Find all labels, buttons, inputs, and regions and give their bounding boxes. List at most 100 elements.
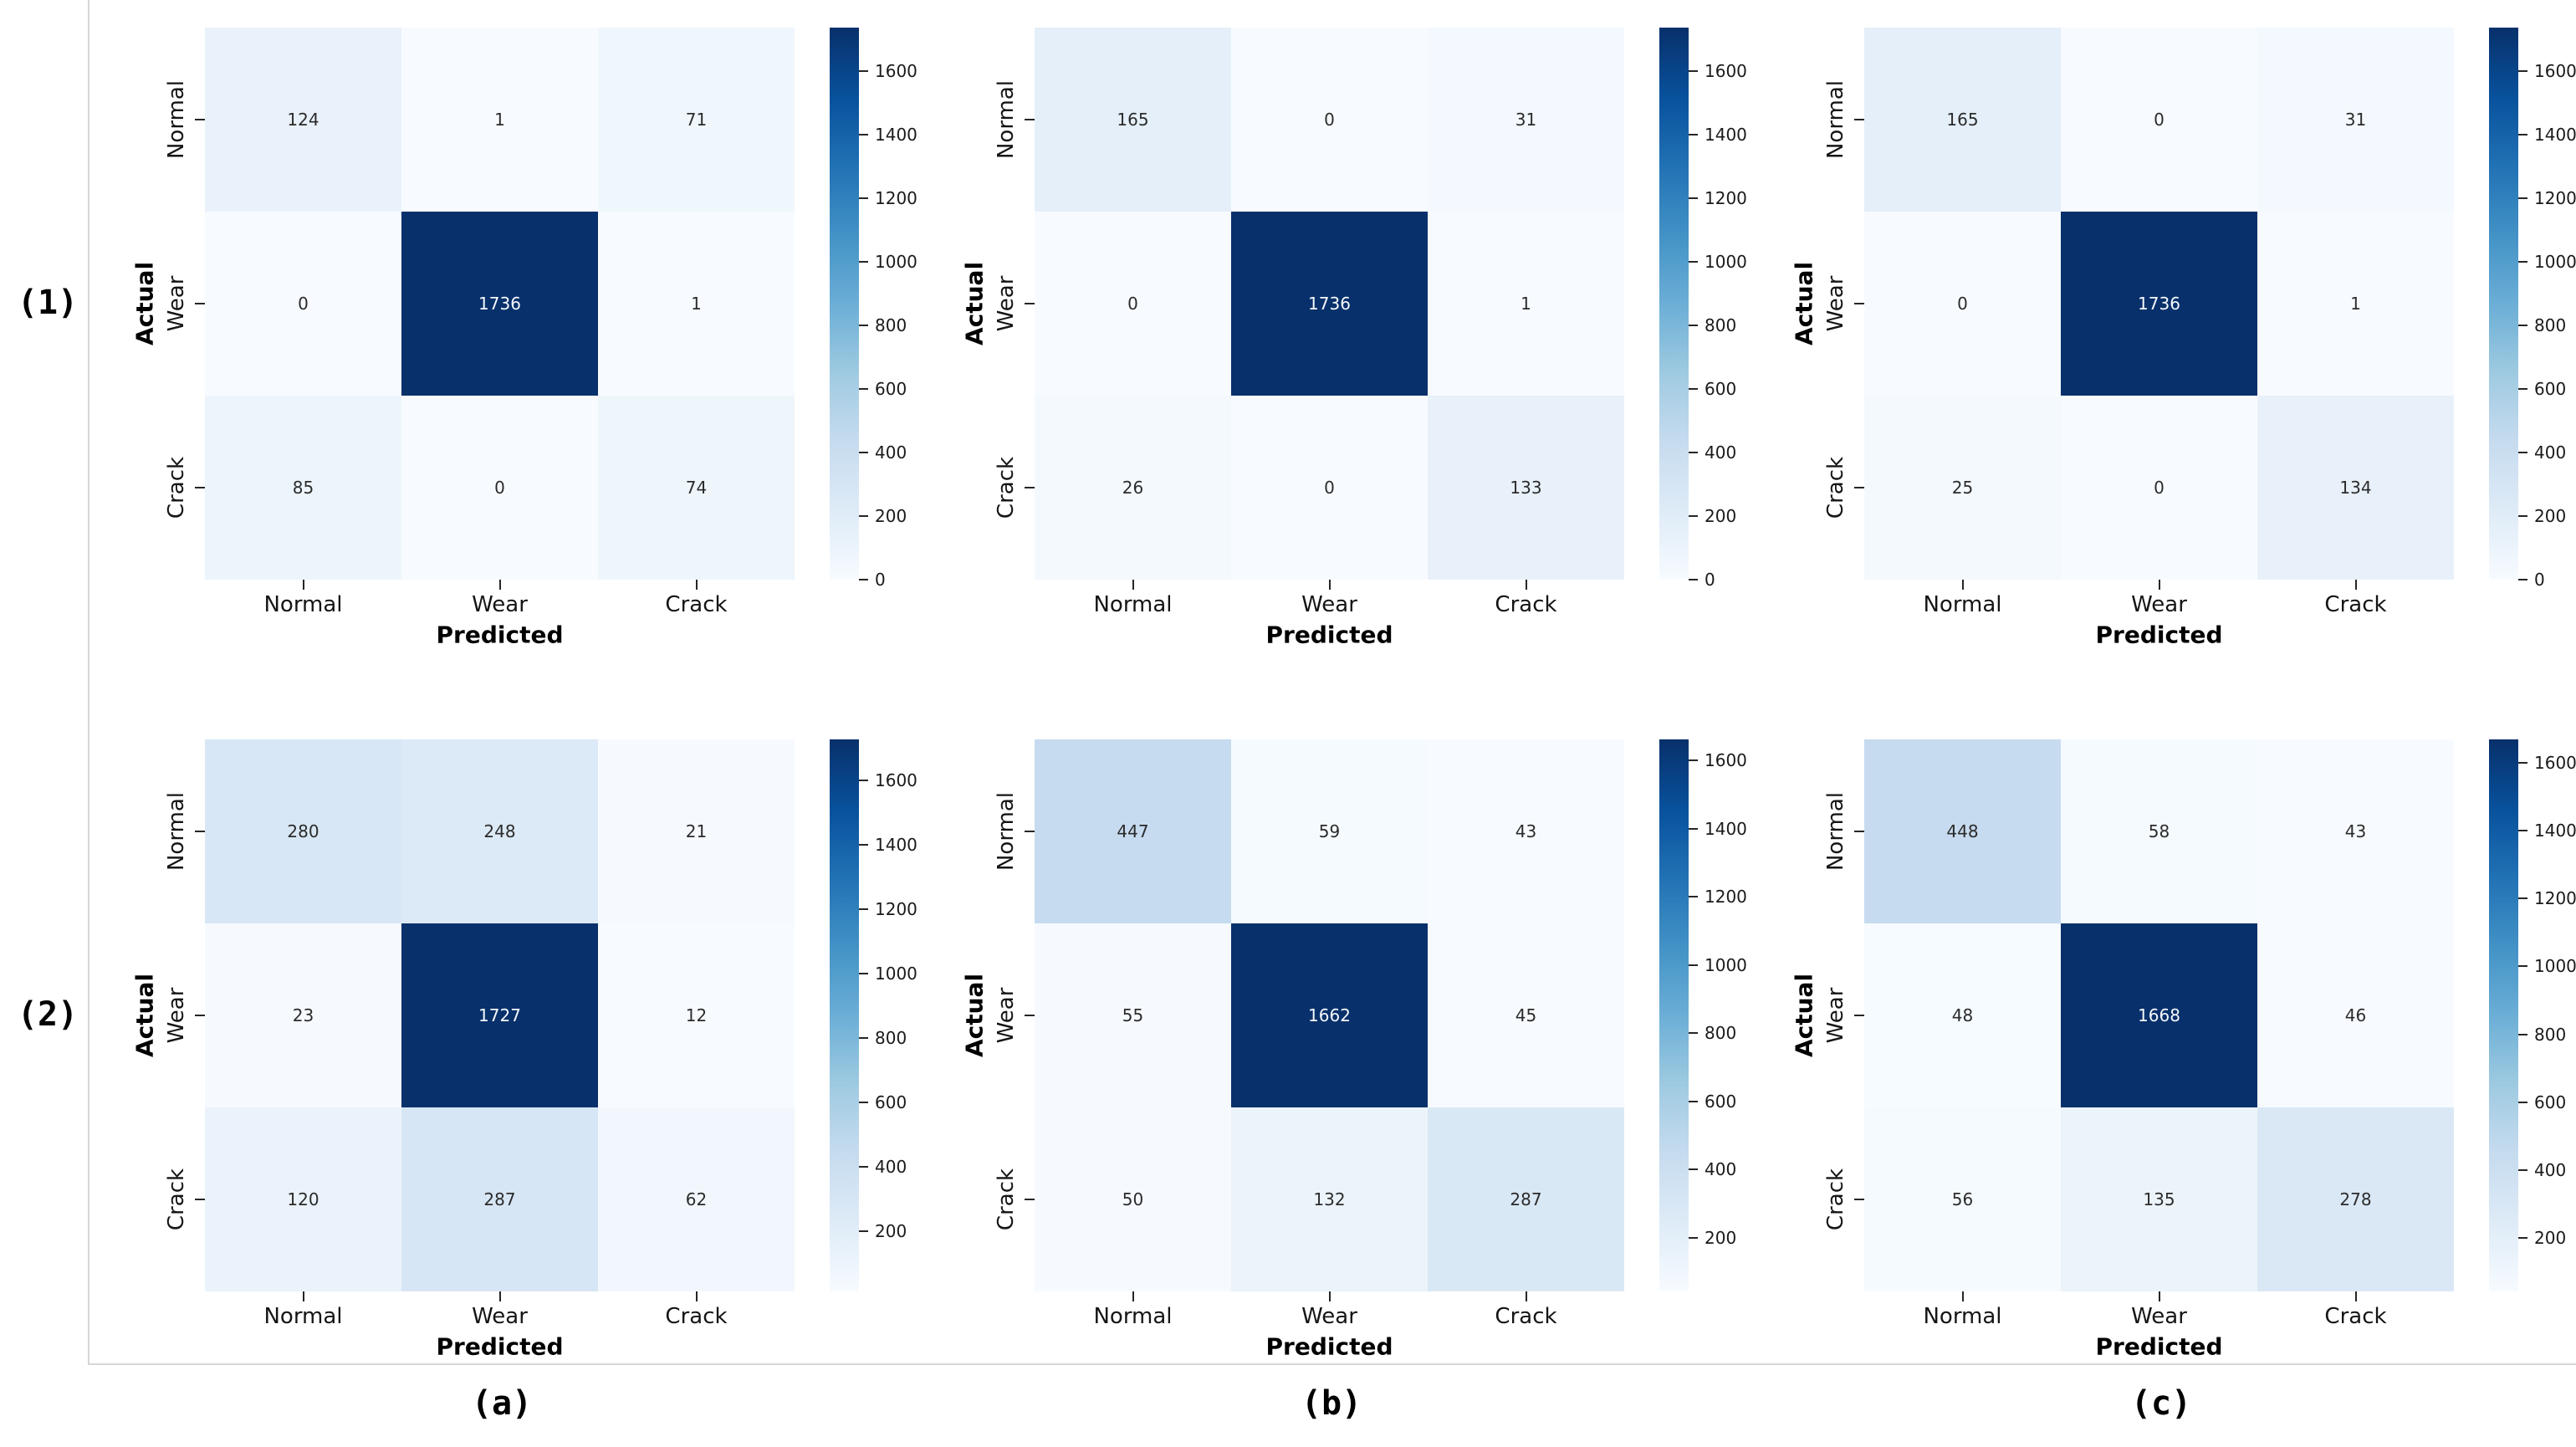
heatmap-cell-value: 50	[1122, 1189, 1144, 1209]
heatmap-cell: 1736	[1231, 212, 1428, 396]
colorbar-tickmark	[2518, 387, 2527, 390]
heatmap-cell-value: 165	[1946, 110, 1979, 130]
heatmap-cell: 85	[205, 396, 401, 580]
colorbar-tickmark	[2518, 260, 2527, 263]
heatmap-cell: 0	[1864, 212, 2061, 396]
x-axis-label: Predicted	[436, 621, 564, 649]
colorbar-tickmark	[1689, 759, 1698, 762]
heatmap-cell-value: 280	[287, 821, 319, 841]
heatmap-cell-value: 0	[1324, 110, 1335, 130]
y-axis-tickmark	[1025, 1199, 1035, 1200]
heatmap-cell-value: 46	[2344, 1005, 2367, 1025]
y-tick-label-crack: Crack	[994, 1168, 1019, 1231]
heatmap-cell: 1736	[2061, 212, 2257, 396]
colorbar-tickmark	[1689, 197, 1698, 199]
y-tick-label-crack: Crack	[994, 456, 1019, 519]
x-axis-tickmark	[2158, 580, 2160, 590]
x-tick-label-normal: Normal	[1923, 1304, 2002, 1329]
heatmap-cell: 132	[1231, 1107, 1428, 1291]
colorbar-tickmark	[2518, 1033, 2527, 1035]
y-axis-tickmark	[1025, 303, 1035, 304]
heatmap-cell-value: 165	[1117, 110, 1149, 130]
y-axis-tickmark	[195, 487, 205, 488]
heatmap-cell: 1662	[1231, 923, 1428, 1107]
heatmap-cell: 50	[1035, 1107, 1231, 1291]
colorbar-tickmark	[859, 908, 868, 910]
x-axis-tickmark	[302, 1291, 304, 1301]
col-label-c: (c)	[2130, 1384, 2192, 1423]
col-label-a: (a)	[471, 1384, 533, 1423]
x-axis-tickmark	[695, 580, 698, 590]
heatmap-cell-value: 134	[2339, 478, 2372, 498]
x-tick-label-wear: Wear	[2131, 1304, 2187, 1329]
heatmap-cell: 1	[1428, 212, 1624, 396]
colorbar-tick-label: 600	[2534, 378, 2567, 399]
heatmap-cell-value: 71	[685, 110, 708, 130]
colorbar	[1659, 739, 1689, 1291]
colorbar-tick-label: 400	[875, 1156, 907, 1177]
colorbar-tickmark	[1689, 514, 1698, 517]
x-axis-tickmark	[1525, 580, 1527, 590]
heatmap-cell: 48	[1864, 923, 2061, 1107]
heatmap-cell-value: 0	[1957, 294, 1968, 314]
x-axis-tickmark	[1328, 580, 1331, 590]
colorbar-tick-label: 200	[1705, 1227, 1737, 1248]
colorbar	[1659, 28, 1689, 580]
y-axis-tickmark	[1025, 487, 1035, 488]
colorbar-tick-label: 200	[1705, 505, 1737, 526]
x-axis-tickmark	[1328, 1291, 1331, 1301]
heatmap-cell: 135	[2061, 1107, 2257, 1291]
heatmap-cell: 448	[1864, 739, 2061, 923]
heatmap-cell-value: 85	[292, 478, 314, 498]
heatmap-cell: 0	[2061, 396, 2257, 580]
colorbar-tick-label: 1400	[875, 834, 917, 855]
y-tick-label-normal: Normal	[164, 79, 189, 160]
colorbar-tick-label: 1600	[1705, 750, 1747, 771]
colorbar-tickmark	[859, 1165, 868, 1168]
colorbar	[2489, 28, 2518, 580]
colorbar-tickmark	[2518, 514, 2527, 517]
heatmap-cell: 23	[205, 923, 401, 1107]
colorbar-tickmark	[859, 779, 868, 781]
heatmap-cell: 0	[205, 212, 401, 396]
colorbar-tickmark	[859, 972, 868, 974]
colorbar-tickmark	[2518, 451, 2527, 453]
colorbar-tick-label: 400	[1705, 442, 1737, 463]
col-label-b: (b)	[1301, 1384, 1362, 1423]
colorbar-tickmark	[2518, 965, 2527, 968]
colorbar-tickmark	[2518, 579, 2527, 580]
heatmap-cell: 43	[1428, 739, 1624, 923]
colorbar-tickmark	[1689, 1168, 1698, 1171]
colorbar-tickmark	[2518, 197, 2527, 199]
y-axis-label: Actual	[1790, 973, 1818, 1058]
heatmap-cell: 46	[2257, 923, 2454, 1107]
colorbar-tick-label: 1000	[2534, 956, 2576, 977]
heatmap-cell: 31	[2257, 28, 2454, 212]
colorbar-tick-label: 1200	[875, 187, 917, 208]
colorbar-tickmark	[859, 579, 868, 580]
heatmap-cell-value: 43	[2344, 821, 2367, 841]
y-tick-label-normal: Normal	[1823, 791, 1848, 872]
heatmap-cell: 280	[205, 739, 401, 923]
colorbar-tickmark	[1689, 1100, 1698, 1102]
colorbar-tick-label: 800	[875, 1027, 907, 1048]
x-tick-label-crack: Crack	[665, 592, 728, 617]
heatmap-cell-value: 55	[1122, 1005, 1144, 1025]
heatmap-cell-value: 1	[1521, 294, 1531, 314]
heatmap-cell: 124	[205, 28, 401, 212]
y-axis-label: Actual	[960, 261, 989, 346]
colorbar-tickmark	[1689, 1236, 1698, 1239]
heatmap-cell: 165	[1035, 28, 1231, 212]
x-axis-tickmark	[498, 1291, 501, 1301]
colorbar	[2489, 739, 2518, 1291]
y-tick-label-normal: Normal	[994, 79, 1019, 160]
heatmap-cell: 25	[1864, 396, 2061, 580]
x-axis-tickmark	[2354, 1291, 2357, 1301]
x-axis-tickmark	[1961, 580, 1964, 590]
heatmap-cell-value: 447	[1117, 821, 1149, 841]
x-axis-tickmark	[302, 580, 304, 590]
heatmap-cell-value: 0	[2154, 110, 2165, 130]
y-axis-tickmark	[1854, 487, 1864, 488]
heatmap-cell: 0	[1231, 396, 1428, 580]
y-tick-label-wear: Wear	[1823, 275, 1848, 332]
